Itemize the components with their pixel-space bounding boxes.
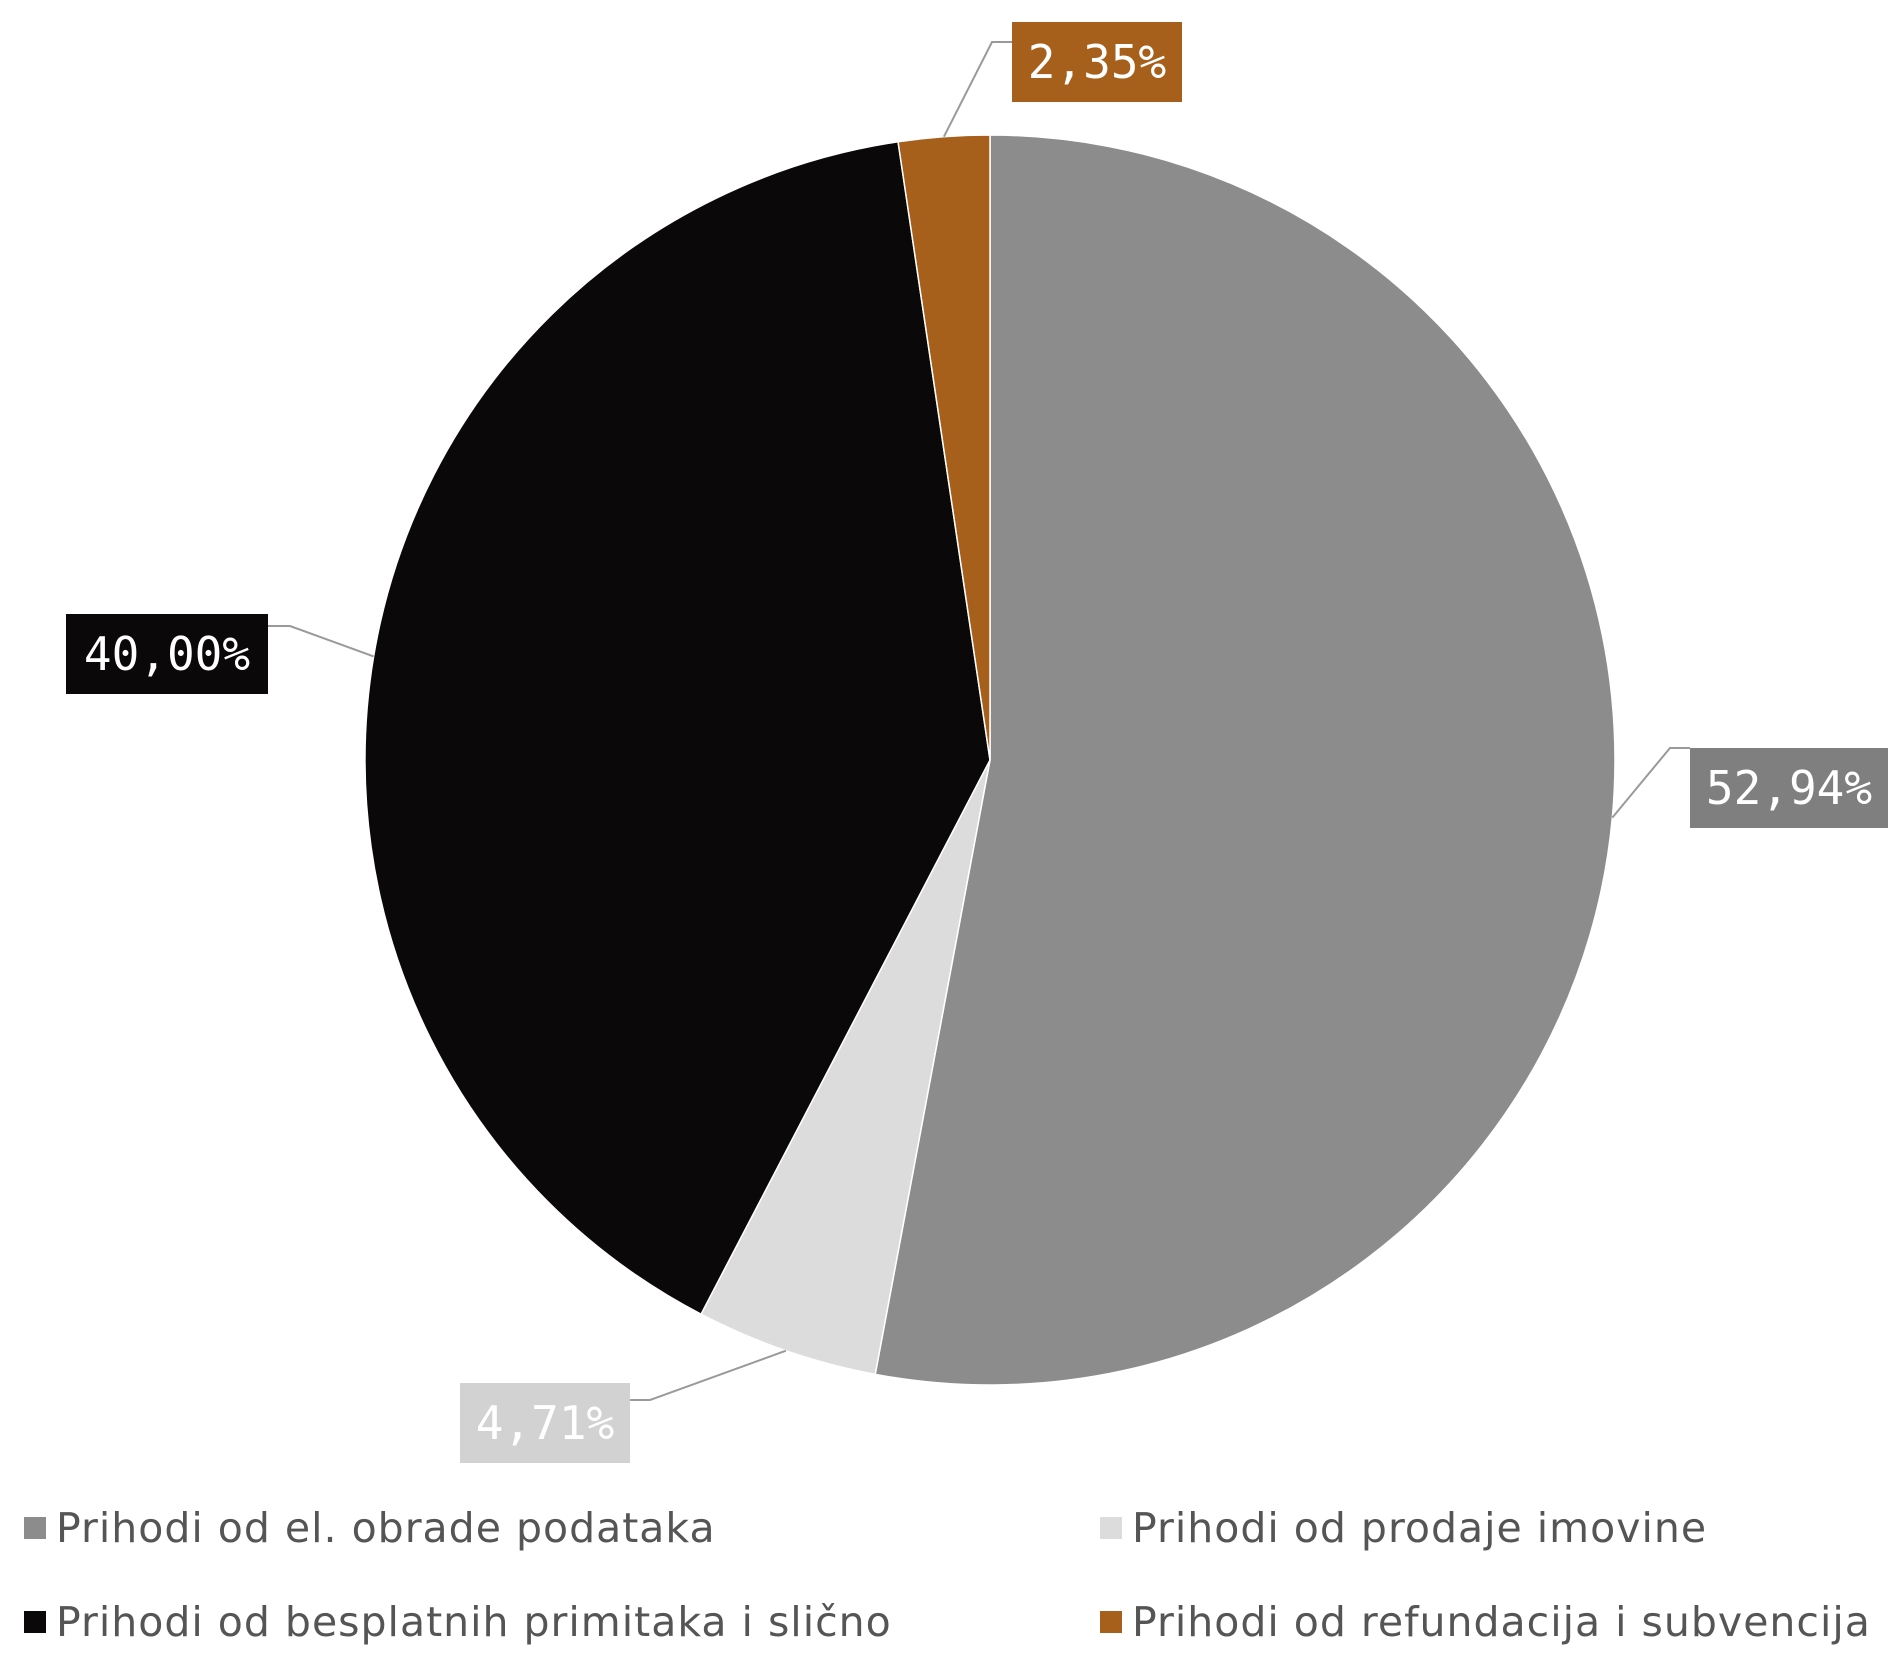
slices-layer xyxy=(364,134,1616,1386)
pie-slice xyxy=(364,140,991,1316)
legend-label: Prihodi od el. obrade podataka xyxy=(56,1504,716,1552)
legend-label: Prihodi od besplatnih primitaka i slično xyxy=(56,1598,892,1646)
legend-item: Prihodi od refundacija i subvencija xyxy=(1100,1594,1871,1650)
pie-svg: 52,94% 4,71% 40,00% 2,35% xyxy=(66,22,1888,1463)
leader-line xyxy=(1611,747,1690,819)
legend-item: Prihodi od besplatnih primitaka i slično xyxy=(24,1594,892,1650)
leader-lines-layer xyxy=(268,41,1690,1401)
data-label-box xyxy=(1012,22,1182,102)
legend-item: Prihodi od el. obrade podataka xyxy=(24,1500,716,1556)
data-label-box xyxy=(1690,748,1888,828)
leader-line xyxy=(630,1349,787,1401)
legend-label: Prihodi od refundacija i subvencija xyxy=(1132,1598,1871,1646)
legend-label: Prihodi od prodaje imovine xyxy=(1132,1504,1708,1552)
data-label: 52,94% xyxy=(1706,761,1872,815)
data-labels-layer: 52,94% 4,71% 40,00% 2,35% xyxy=(66,22,1888,1463)
data-label: 4,71% xyxy=(476,1396,614,1450)
leader-line xyxy=(268,625,374,658)
data-label: 2,35% xyxy=(1028,35,1166,89)
legend: Prihodi od el. obrade podataka Prihodi o… xyxy=(0,1500,1889,1664)
pie-slice xyxy=(700,759,991,1376)
legend-swatch xyxy=(24,1611,46,1633)
leader-line xyxy=(943,41,1012,138)
legend-swatch xyxy=(1100,1517,1122,1539)
pie-slice xyxy=(897,134,991,761)
data-label: 40,00% xyxy=(84,627,250,681)
data-label-box xyxy=(460,1383,630,1463)
data-label-box xyxy=(66,614,268,694)
legend-item: Prihodi od prodaje imovine xyxy=(1100,1500,1707,1556)
legend-swatch xyxy=(24,1517,46,1539)
legend-swatch xyxy=(1100,1611,1122,1633)
pie-slice xyxy=(874,134,1616,1386)
